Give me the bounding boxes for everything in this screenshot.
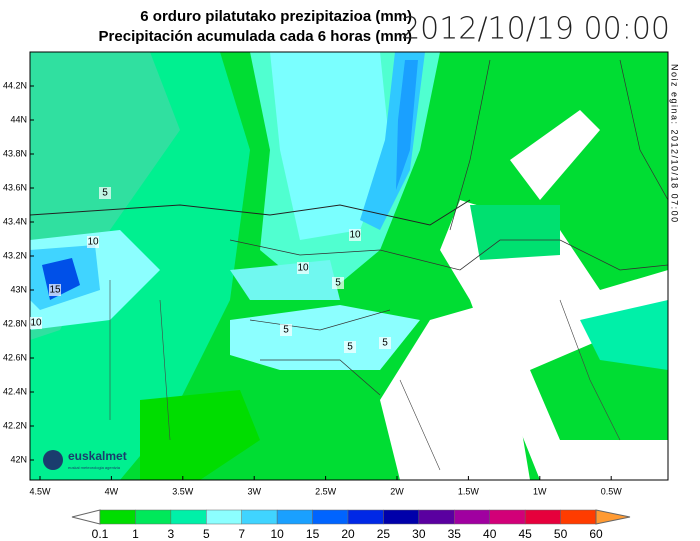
map-field <box>30 52 668 480</box>
lon-label: 2.5W <box>315 486 337 496</box>
lon-label: 4.5W <box>29 486 51 496</box>
lon-label: 1W <box>533 486 547 496</box>
colorbar-label: 50 <box>554 527 568 541</box>
logo-tagline: euskal meteorologia agentzia <box>68 465 121 470</box>
lon-label: 1.5W <box>458 486 480 496</box>
title-spanish: Precipitación acumulada cada 6 horas (mm… <box>99 28 412 45</box>
contour-label: 5 <box>347 342 353 353</box>
contour-label-bg <box>332 277 344 289</box>
contour-label-bg <box>280 324 292 336</box>
colorbar-label: 0.1 <box>92 527 109 541</box>
colorbar-label: 60 <box>589 527 603 541</box>
lat-label: 42.4N <box>3 386 27 396</box>
lon-label: 3.5W <box>172 486 194 496</box>
contour-label: 5 <box>382 338 388 349</box>
lat-label: 43.4N <box>3 216 27 226</box>
map-frame <box>29 51 669 481</box>
contour-label-bg <box>379 337 391 349</box>
colorbar-label: 5 <box>203 527 210 541</box>
colorbar-segment <box>454 509 490 525</box>
side-note: Noiz egina: 2012/10/18 07:00 <box>670 64 680 224</box>
logo: euskalmet euskal meteorologia agentzia <box>43 449 127 470</box>
colorbar-over <box>595 509 631 525</box>
lat-label: 43N <box>10 284 27 294</box>
colorbar-segment <box>383 509 420 525</box>
contour-label-bg <box>99 187 111 199</box>
datetime: 2012/10/19 00:00 <box>401 12 670 47</box>
lat-label: 43.6N <box>3 182 27 192</box>
contour-label: 15 <box>49 285 61 296</box>
lat-label: 44N <box>10 114 27 124</box>
contour-label-bg <box>349 229 361 241</box>
lon-label: 2W <box>390 486 404 496</box>
colorbar-segment <box>170 509 207 525</box>
colorbar-label: 10 <box>270 527 284 541</box>
colorbar-segment <box>489 509 526 525</box>
lat-label: 42.6N <box>3 352 27 362</box>
lon-label: 0.5W <box>601 486 623 496</box>
colorbar-label: 1 <box>132 527 139 541</box>
colorbar-segment <box>276 509 313 525</box>
lat-label: 44.2N <box>3 80 27 90</box>
contour-label-bg <box>49 284 61 296</box>
colorbar-segment <box>524 509 561 525</box>
contour-label-bg <box>87 236 99 248</box>
colorbar-segment <box>241 509 278 525</box>
lon-label: 4W <box>105 486 119 496</box>
contour-label-bg <box>30 317 42 329</box>
colorbar-label: 30 <box>412 527 426 541</box>
lon-label: 3W <box>247 486 261 496</box>
lat-label: 42.8N <box>3 318 27 328</box>
lat-label: 42N <box>10 454 27 464</box>
colorbar-segment <box>135 509 172 525</box>
contour-label: 5 <box>283 325 289 336</box>
colorbar-label: 15 <box>306 527 320 541</box>
colorbar-label: 7 <box>238 527 245 541</box>
colorbar-label: 45 <box>518 527 532 541</box>
colorbar-under <box>71 509 101 525</box>
logo-name: euskalmet <box>68 449 127 463</box>
contour-label-bg <box>344 341 356 353</box>
colorbar-label: 40 <box>483 527 497 541</box>
contour-label-bg <box>297 262 309 274</box>
lat-label: 43.8N <box>3 148 27 158</box>
contour-label: 5 <box>335 278 341 289</box>
colorbar-label: 35 <box>448 527 462 541</box>
title-basque: 6 orduro pilatutako prezipitazioa (mm) <box>140 8 412 25</box>
colorbar-segment <box>206 509 242 525</box>
colorbar-label: 20 <box>341 527 355 541</box>
contour-label: 5 <box>102 188 108 199</box>
colorbar-segment <box>560 509 597 525</box>
lat-label: 43.2N <box>3 250 27 260</box>
colorbar-segment <box>418 509 455 525</box>
colorbar-segment <box>347 509 384 525</box>
colorbar-segment <box>312 509 349 525</box>
colorbar-label: 25 <box>377 527 391 541</box>
contour-label: 10 <box>349 230 361 241</box>
contour-label: 10 <box>87 237 99 248</box>
contour-label: 10 <box>297 263 309 274</box>
lat-label: 42.2N <box>3 420 27 430</box>
colorbar-label: 3 <box>168 527 175 541</box>
colorbar-segment <box>99 509 136 525</box>
contour-label: 10 <box>30 318 42 329</box>
